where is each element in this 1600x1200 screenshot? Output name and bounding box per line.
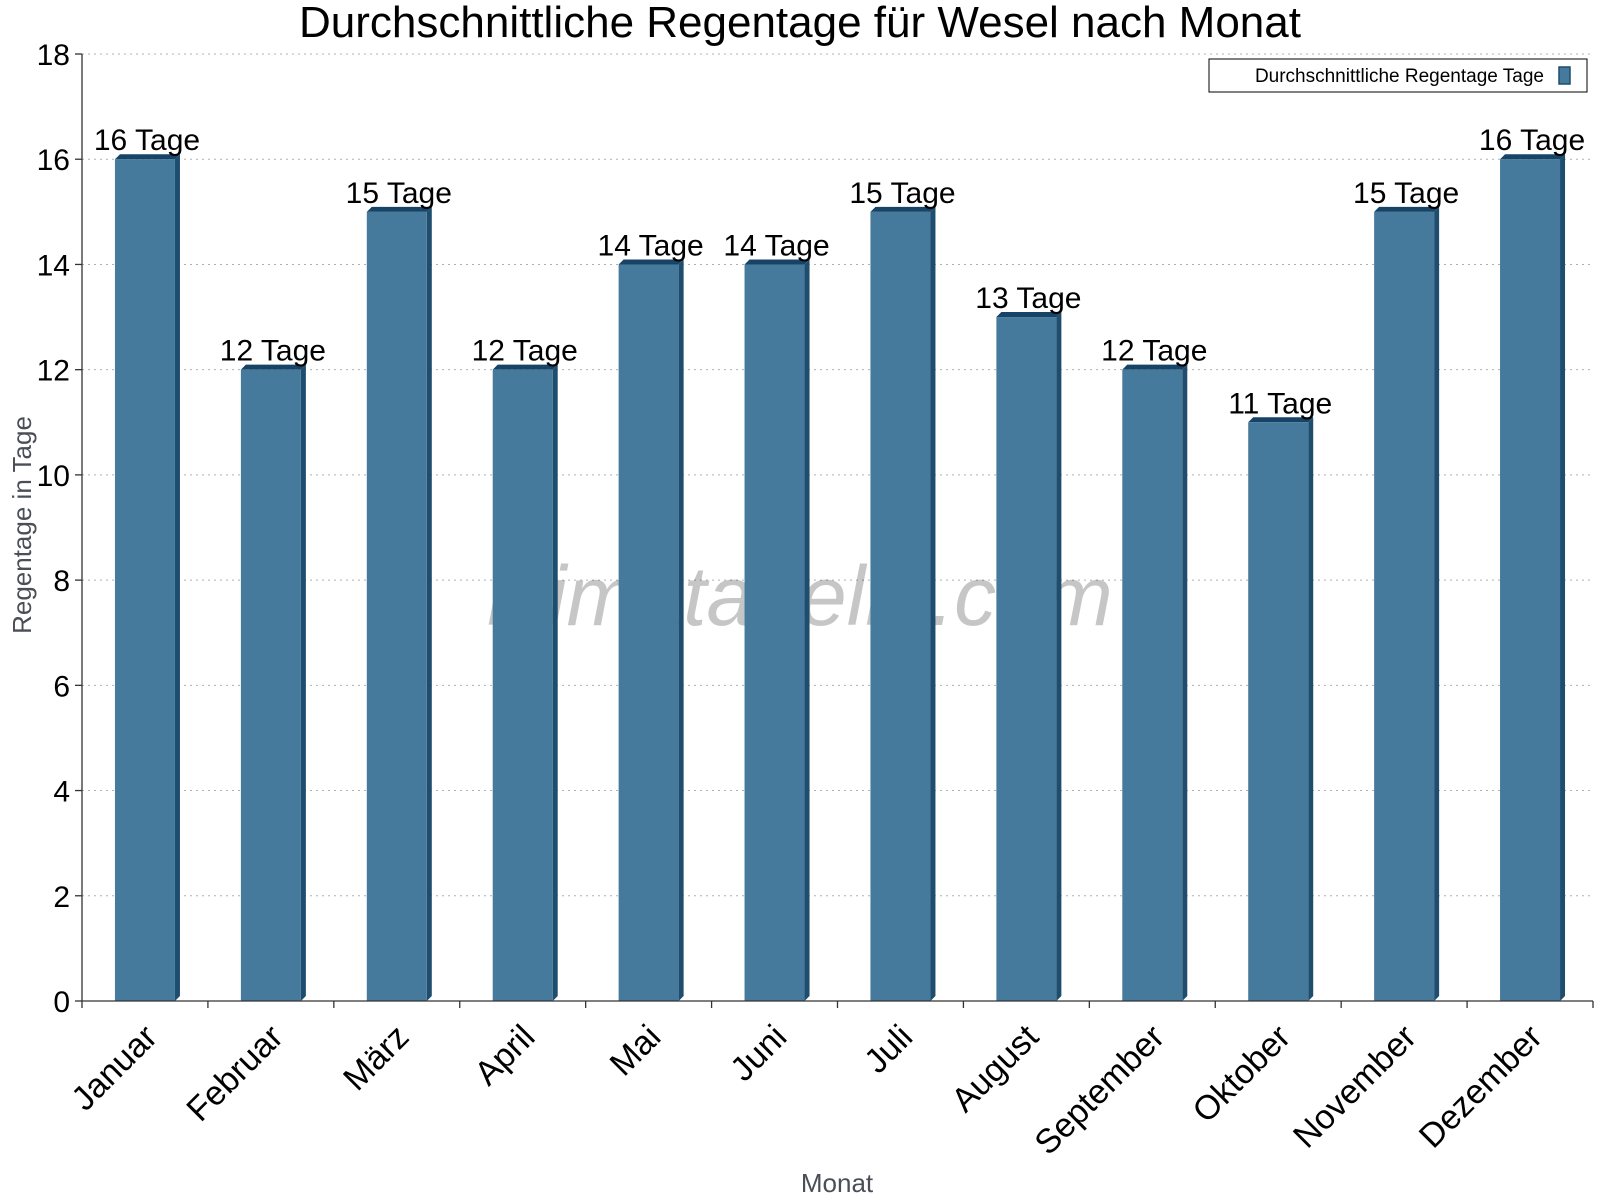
bar-top	[240, 364, 306, 370]
data-label: 12 Tage	[1101, 335, 1207, 368]
y-tick-label: 6	[53, 670, 70, 703]
data-label: 13 Tage	[975, 282, 1081, 315]
bar-group	[1374, 206, 1440, 1002]
bar-top	[996, 312, 1062, 318]
axes-layer: 0 2 4 6 8 10 12 14 16 18	[37, 39, 1594, 1019]
bar	[114, 159, 175, 1001]
bar-group	[114, 154, 180, 1001]
x-tick-label: November	[1286, 1018, 1424, 1156]
y-tick-label: 8	[53, 565, 70, 598]
x-tick-label: April	[467, 1018, 542, 1093]
x-tick-label: Februar	[179, 1018, 290, 1129]
bar-top	[366, 206, 432, 212]
data-label: 12 Tage	[220, 335, 326, 368]
bar-group	[1500, 154, 1566, 1001]
x-tick-label: Januar	[64, 1018, 164, 1118]
bar-side	[552, 364, 558, 1002]
bar	[1374, 211, 1435, 1002]
y-tick-label: 14	[37, 249, 70, 282]
data-label: 15 Tage	[1353, 177, 1459, 210]
y-tick-label: 18	[37, 39, 70, 72]
bar-top	[870, 206, 936, 212]
x-tick-label: Juni	[723, 1018, 794, 1089]
legend-label: Durchschnittliche Regentage Tage	[1255, 66, 1544, 87]
bar-group	[1122, 364, 1188, 1002]
y-tick-label: 10	[37, 460, 70, 493]
data-label: 14 Tage	[598, 229, 704, 262]
bar-side	[1056, 312, 1062, 1001]
bar	[240, 369, 301, 1002]
y-tick-label: 0	[53, 986, 70, 1019]
bars-layer	[114, 154, 1566, 1002]
bar-top	[744, 259, 810, 265]
data-label: 16 Tage	[1479, 124, 1585, 157]
data-label: 12 Tage	[472, 335, 578, 368]
x-tick-label: September	[1027, 1018, 1171, 1162]
data-label: 14 Tage	[723, 229, 829, 262]
x-tick-label: Oktober	[1185, 1018, 1297, 1130]
bar-side	[1182, 364, 1188, 1002]
bar-group	[618, 259, 684, 1001]
legend: Durchschnittliche Regentage Tage	[1208, 58, 1588, 93]
bar-group	[744, 259, 810, 1001]
bar-top	[114, 154, 180, 160]
bar	[870, 211, 931, 1002]
y-tick-label: 4	[53, 776, 70, 809]
x-tick-label: März	[336, 1018, 416, 1098]
bar-side	[1308, 417, 1314, 1001]
bar-side	[1560, 154, 1566, 1001]
x-axis-label: Monat	[801, 1168, 874, 1198]
bar	[1248, 422, 1309, 1001]
y-tick-label: 12	[37, 355, 70, 388]
bar-top	[618, 259, 684, 265]
bar-side	[678, 259, 684, 1001]
bar-group	[1248, 417, 1314, 1001]
y-tick-label: 2	[53, 881, 70, 914]
bar	[492, 369, 553, 1002]
data-label: 15 Tage	[849, 177, 955, 210]
x-tick-label: August	[944, 1017, 1046, 1119]
bar-top	[1374, 206, 1440, 212]
x-tick-label: Mai	[603, 1018, 669, 1084]
y-tick-label: 16	[37, 144, 70, 177]
bar-top	[1248, 417, 1314, 423]
bar	[744, 264, 805, 1001]
bar-side	[426, 206, 432, 1002]
bar-side	[804, 259, 810, 1001]
bar-group	[366, 206, 432, 1002]
x-tick-label: Juli	[857, 1018, 920, 1081]
data-label: 16 Tage	[94, 124, 200, 157]
legend-swatch	[1558, 66, 1571, 85]
bar	[1122, 369, 1183, 1002]
bar	[618, 264, 679, 1001]
bar-group	[240, 364, 306, 1002]
data-label: 11 Tage	[1228, 387, 1332, 420]
legend-box	[1208, 58, 1588, 93]
bar-group	[492, 364, 558, 1002]
bar	[996, 317, 1057, 1001]
bar-side	[174, 154, 180, 1001]
bar-top	[1500, 154, 1566, 160]
bar-group	[870, 206, 936, 1002]
x-tick-label: Dezember	[1412, 1018, 1550, 1156]
bar	[366, 211, 427, 1002]
chart-title: Durchschnittliche Regentage für Wesel na…	[299, 0, 1301, 47]
bar-top	[492, 364, 558, 370]
bar	[1500, 159, 1561, 1001]
bar-side	[1434, 206, 1440, 1002]
data-label: 15 Tage	[346, 177, 452, 210]
bar-group	[996, 312, 1062, 1001]
y-axis-label: Regentage in Tage	[7, 416, 37, 634]
bar-side	[930, 206, 936, 1002]
bar-top	[1122, 364, 1188, 370]
bar-side	[300, 364, 306, 1002]
